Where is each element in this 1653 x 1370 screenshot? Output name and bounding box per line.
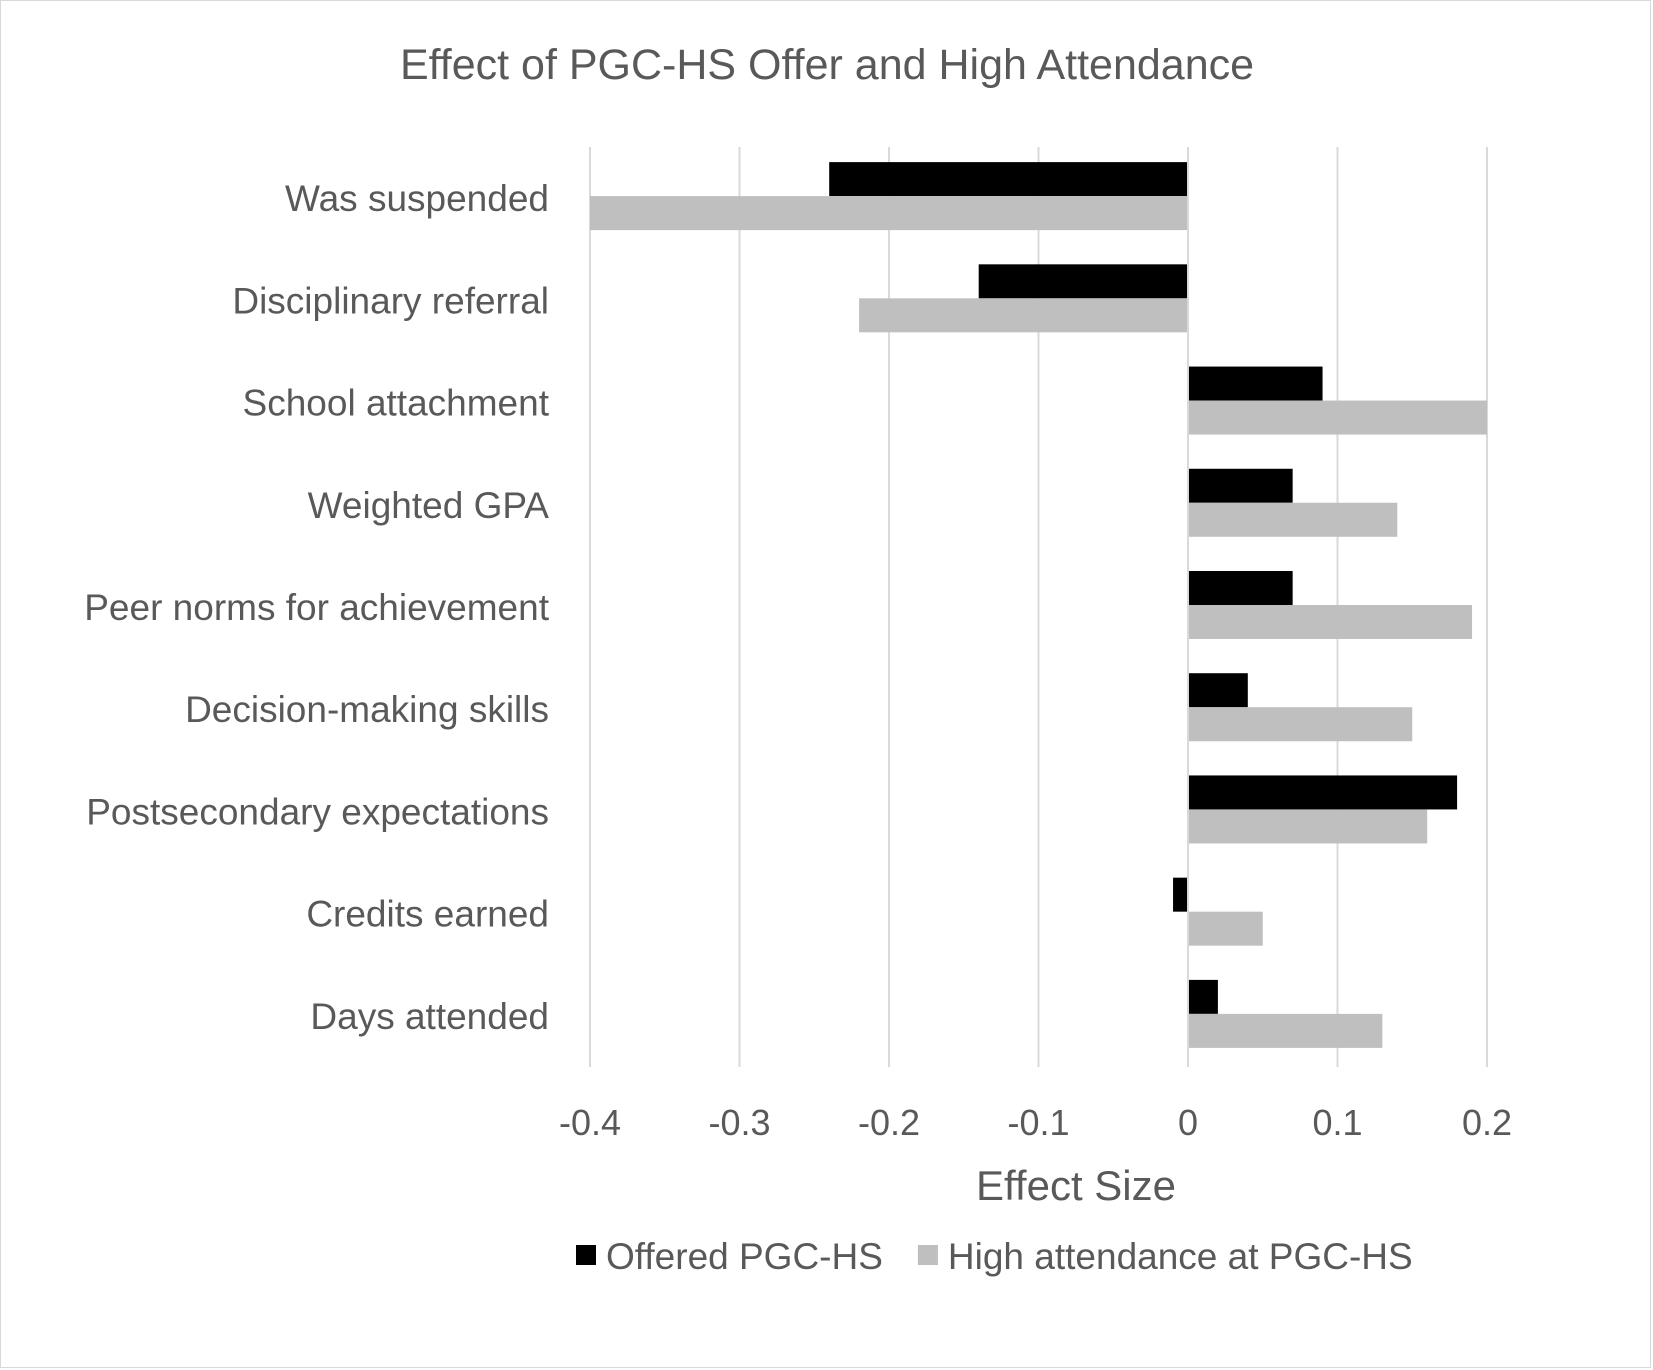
bar-high-attendance — [859, 298, 1188, 333]
bar-offered — [1188, 571, 1293, 605]
bars — [590, 147, 1487, 1067]
x-tick-label: 0 — [1178, 1102, 1198, 1143]
bar-offered — [1188, 673, 1248, 708]
x-tick-label: 0.2 — [1462, 1102, 1512, 1143]
category-label: Postsecondary expectations — [86, 791, 549, 832]
legend-swatch — [917, 1245, 938, 1265]
bar-offered — [1188, 775, 1458, 810]
bar-high-attendance — [1188, 1013, 1383, 1048]
category-label: Peer norms for achievement — [84, 587, 549, 628]
bar-high-attendance — [1188, 605, 1473, 639]
x-tick-label: 0.1 — [1312, 1102, 1362, 1143]
bar-high-attendance — [1188, 400, 1487, 435]
category-label: Disciplinary referral — [232, 280, 549, 321]
legend-swatch — [576, 1245, 596, 1265]
bar-high-attendance — [590, 196, 1188, 231]
bar-high-attendance — [1188, 911, 1263, 946]
legend-label: High attendance at PGC-HS — [948, 1236, 1413, 1277]
legend-label: Offered PGC-HS — [606, 1236, 883, 1277]
bar-offered — [1173, 877, 1188, 912]
x-axis-ticks: -0.4 -0.3 -0.2 -0.1 0 0.1 0.2 — [559, 1102, 1512, 1143]
bar-offered — [1188, 366, 1323, 401]
category-label: Decision-making skills — [185, 689, 549, 730]
x-axis-title: Effect Size — [976, 1162, 1176, 1209]
category-labels: Was suspended Disciplinary referral School… — [84, 178, 549, 1037]
chart-title: Effect of PGC-HS Offer and High Attendan… — [400, 41, 1254, 89]
bar-offered — [829, 162, 1188, 197]
bar-high-attendance — [1188, 809, 1428, 844]
x-tick-label: -0.4 — [559, 1102, 621, 1143]
bar-offered — [1188, 468, 1293, 503]
x-tick-label: -0.1 — [1007, 1102, 1069, 1143]
x-tick-label: -0.3 — [708, 1102, 770, 1143]
bar-high-attendance — [1188, 707, 1413, 742]
legend: Offered PGC-HS High attendance at PGC-HS — [576, 1236, 1413, 1277]
category-label: Was suspended — [285, 178, 549, 219]
x-tick-label: -0.2 — [858, 1102, 920, 1143]
category-label: Weighted GPA — [308, 485, 550, 526]
category-label: School attachment — [243, 383, 550, 424]
bar-offered — [978, 264, 1188, 299]
category-label: Days attended — [310, 996, 549, 1037]
category-label: Credits earned — [306, 894, 549, 935]
bar-high-attendance — [1188, 502, 1398, 537]
bar-offered — [1188, 979, 1218, 1014]
